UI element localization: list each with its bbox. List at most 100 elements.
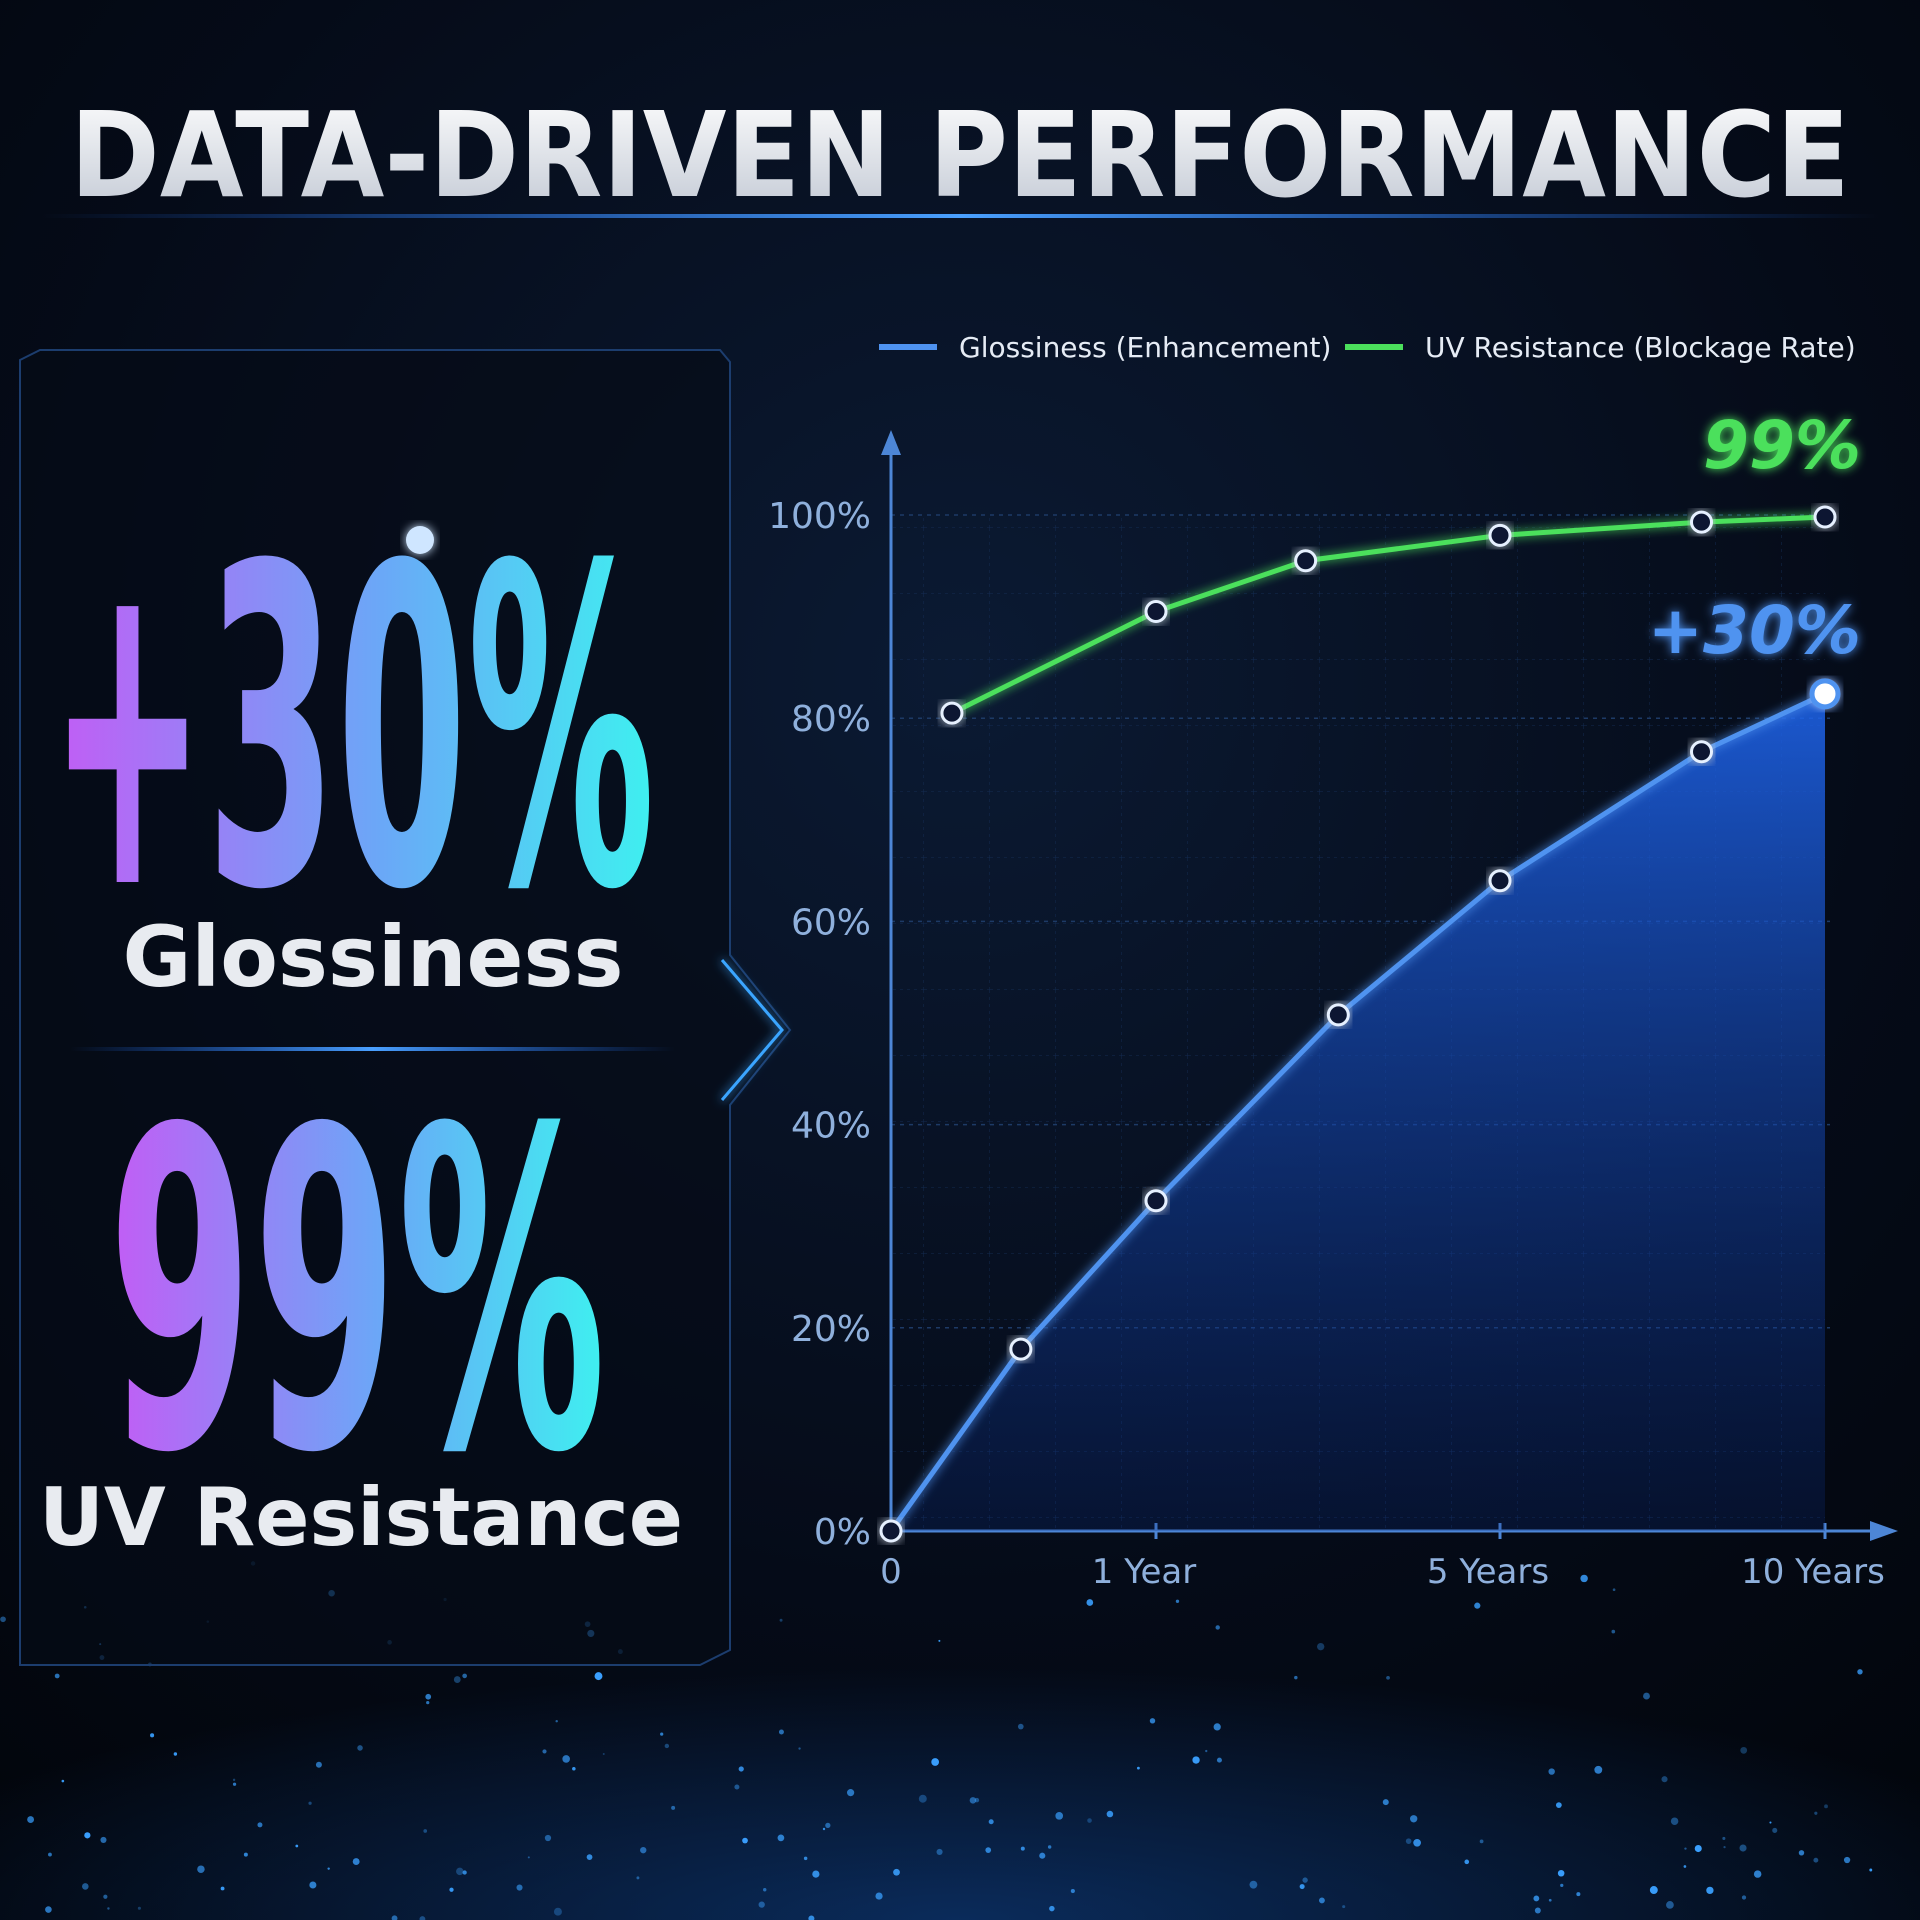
particle	[1175, 1599, 1180, 1603]
particle	[1740, 1746, 1748, 1754]
legend-label: Glossiness (Enhancement)	[959, 331, 1331, 364]
stat-sparkle	[406, 526, 434, 554]
particle	[1249, 1880, 1258, 1889]
point	[1690, 510, 1713, 534]
particle	[1213, 1723, 1221, 1731]
particle	[1643, 1692, 1650, 1700]
particle	[562, 1755, 570, 1763]
legend-label: UV Resistance (Blockage Rate)	[1425, 331, 1856, 364]
particle	[988, 1819, 994, 1825]
particle	[1106, 1810, 1114, 1818]
particle	[1149, 1718, 1156, 1724]
point	[1488, 869, 1512, 893]
particle	[1612, 1588, 1616, 1592]
particle	[1843, 1856, 1851, 1864]
y-tick-label: 40%	[791, 1106, 871, 1147]
particle	[107, 1907, 110, 1910]
particle	[553, 1907, 562, 1916]
particle	[1666, 1901, 1674, 1909]
particle	[594, 1672, 603, 1681]
particle	[1580, 1574, 1588, 1583]
point	[879, 1519, 903, 1543]
particle	[1386, 1675, 1390, 1680]
particle	[449, 1887, 454, 1892]
particle	[462, 1673, 467, 1679]
particle	[1766, 1558, 1770, 1563]
particle	[1824, 1804, 1828, 1809]
particle	[938, 1639, 941, 1642]
particle	[352, 1858, 360, 1866]
particle	[542, 1749, 547, 1754]
particle	[1205, 1749, 1208, 1753]
particle	[1413, 1838, 1421, 1847]
particle	[1533, 1895, 1540, 1902]
point	[1813, 505, 1837, 529]
particle	[1869, 1868, 1873, 1872]
stat-value: +30%	[49, 474, 655, 986]
particle	[1722, 1836, 1726, 1840]
particle	[1548, 1768, 1555, 1775]
particle	[1216, 1757, 1222, 1763]
particle	[391, 1915, 398, 1920]
particle	[1649, 1886, 1658, 1894]
particle	[1086, 1599, 1094, 1606]
particle	[1772, 1827, 1778, 1833]
panel-notch	[720, 959, 784, 1101]
particle	[985, 1847, 992, 1853]
point	[1144, 600, 1168, 624]
particle	[197, 1865, 205, 1873]
particle	[1136, 1766, 1140, 1770]
particle	[1555, 1802, 1562, 1809]
particle	[150, 1733, 155, 1738]
particle	[1087, 1818, 1092, 1823]
particle	[462, 1870, 467, 1875]
particle	[763, 1888, 767, 1892]
particle	[572, 1767, 576, 1771]
particle	[1039, 1852, 1046, 1859]
x-tick-label: 0	[880, 1552, 902, 1592]
particle	[1474, 1602, 1481, 1609]
particle	[1694, 1845, 1702, 1853]
particle	[1683, 1865, 1687, 1868]
particle	[1055, 1812, 1064, 1820]
particle	[808, 1915, 815, 1920]
particle	[1342, 1905, 1346, 1909]
y-tick-label: 60%	[791, 902, 871, 943]
point	[1294, 549, 1318, 573]
particle	[777, 1834, 785, 1842]
title-underline	[40, 214, 1880, 218]
chart: 0% 20% 40% 60% 80% 100% 0 1 Year 5 Years 10 Years…	[768, 331, 1898, 1592]
particle	[1723, 1846, 1726, 1849]
particle	[1706, 1886, 1714, 1895]
x-tick-label: 5 Years	[1427, 1552, 1549, 1592]
particle	[54, 1673, 60, 1679]
particle	[61, 1779, 65, 1783]
line	[950, 514, 1826, 716]
particle	[893, 1868, 900, 1876]
point	[1690, 740, 1713, 764]
particle	[1684, 1847, 1687, 1850]
y-tick-label: 20%	[791, 1309, 871, 1350]
particle	[456, 1867, 464, 1876]
particle	[1317, 1642, 1325, 1651]
particle	[555, 1719, 558, 1723]
particle	[1047, 1845, 1052, 1849]
particle	[1798, 1850, 1805, 1856]
particle	[1813, 1857, 1819, 1863]
particle	[423, 1829, 428, 1833]
particle	[309, 1881, 317, 1889]
particle	[931, 1758, 940, 1766]
particle	[1070, 1888, 1075, 1894]
particle	[1464, 1859, 1470, 1865]
particle	[742, 1837, 748, 1844]
particle	[1594, 1765, 1603, 1774]
particle	[738, 1766, 744, 1772]
annotation: 99%	[1703, 407, 1861, 484]
particle	[103, 1894, 108, 1899]
particle	[803, 1856, 808, 1861]
particle	[84, 1832, 91, 1839]
particle	[425, 1693, 432, 1700]
particle	[527, 1856, 530, 1859]
particle	[1017, 1723, 1024, 1730]
